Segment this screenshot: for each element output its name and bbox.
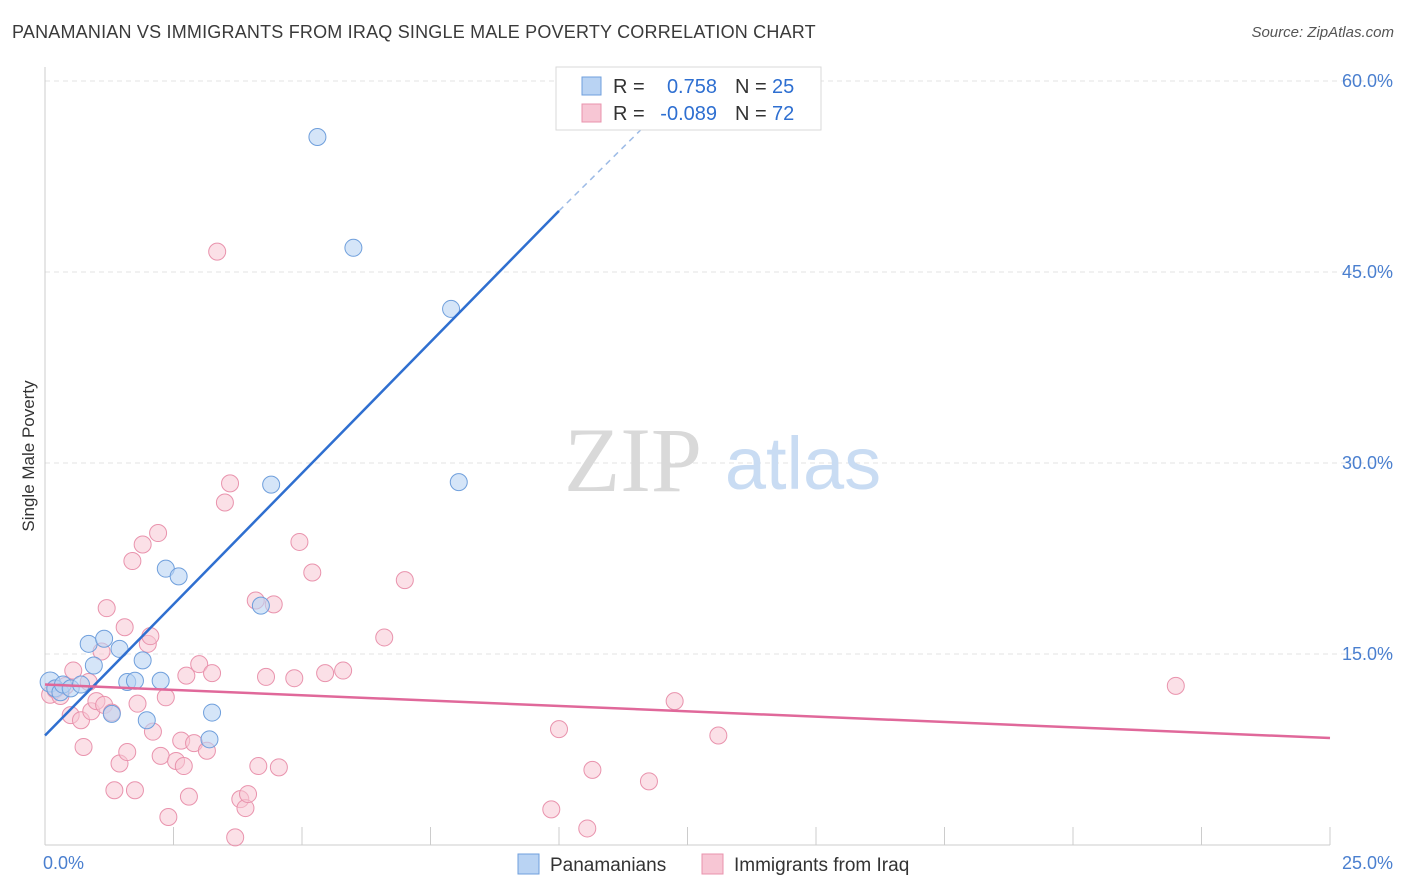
iraq-point: [125, 781, 144, 800]
iraq-point: [133, 535, 152, 554]
iraq-point: [709, 726, 728, 745]
legend-n-label-2: N =: [735, 103, 767, 125]
iraq-point: [395, 571, 414, 590]
legend-bottom-swatch-pink: [701, 853, 724, 875]
panamanian-point: [449, 473, 468, 492]
iraq-point: [239, 785, 258, 804]
iraq-point: [269, 758, 288, 777]
iraq-point: [179, 787, 198, 806]
legend-r-value-2: -0.089: [660, 103, 717, 125]
panamanian-point: [308, 128, 327, 147]
panamanian-point: [110, 639, 129, 658]
axes: [44, 67, 1331, 846]
iraq-point: [375, 628, 394, 647]
gridlines: [45, 80, 1395, 655]
iraq-point: [97, 599, 116, 618]
panamanian-point: [102, 704, 121, 723]
watermark-atlas: atlas: [725, 422, 881, 505]
iraq-point: [159, 807, 178, 826]
iraq-point: [583, 760, 602, 779]
iraq-point: [334, 661, 353, 680]
iraq-point: [177, 666, 196, 685]
panamanian-point: [203, 703, 222, 722]
iraq-point: [290, 532, 309, 551]
iraq-point: [665, 692, 684, 711]
x-tick-min: 0.0%: [43, 853, 84, 873]
panamanian-point: [251, 596, 270, 615]
y-tick-label: 45.0%: [1342, 262, 1393, 282]
watermark-zip: ZIP: [564, 409, 702, 511]
panamanian-point: [95, 629, 114, 648]
iraq-trendline: [44, 683, 1331, 740]
iraq-point: [208, 242, 227, 261]
y-tick-labels: 15.0% 30.0% 45.0% 60.0%: [1342, 71, 1393, 664]
legend-bottom-label-1: Panamanians: [550, 855, 666, 876]
iraq-point: [64, 661, 83, 680]
iraq-point: [151, 746, 170, 765]
iraq-point: [190, 655, 209, 674]
legend-r-label-1: R =: [613, 76, 645, 98]
panamanian-point: [169, 567, 188, 586]
iraq-point: [174, 757, 193, 776]
iraq-point: [105, 781, 124, 800]
panamanian-point: [133, 651, 152, 670]
iraq-series-points: [41, 242, 1185, 847]
iraq-point: [123, 552, 142, 571]
iraq-point: [578, 819, 597, 838]
y-tick-label: 15.0%: [1342, 644, 1393, 664]
panamanian-point: [442, 299, 461, 318]
legend-top: R = 0.758 N = 25 R = -0.089 N = 72: [555, 66, 822, 131]
chart-title: PANAMANIAN VS IMMIGRANTS FROM IRAQ SINGL…: [12, 22, 816, 42]
iraq-point: [203, 664, 222, 683]
panamanian-trendline: [44, 210, 560, 737]
x-tick-max: 25.0%: [1342, 853, 1393, 873]
panamanian-point: [125, 671, 144, 690]
iraq-point: [542, 800, 561, 819]
legend-r-value-1: 0.758: [667, 76, 717, 98]
iraq-point: [257, 667, 276, 686]
iraq-point: [141, 627, 160, 646]
panamanian-point: [262, 475, 281, 494]
iraq-point: [115, 618, 134, 637]
iraq-point: [118, 743, 137, 762]
iraq-point: [316, 664, 335, 683]
iraq-point: [285, 669, 304, 688]
y-tick-label: 30.0%: [1342, 453, 1393, 473]
panamanian-series-points: [39, 128, 468, 749]
iraq-point: [74, 737, 93, 756]
iraq-point: [550, 720, 568, 739]
iraq-point: [215, 493, 234, 512]
y-axis-title: Single Male Poverty: [19, 380, 38, 532]
panamanian-point: [137, 711, 156, 730]
panamanian-point: [151, 671, 170, 690]
legend-swatch-blue: [581, 76, 602, 96]
iraq-point: [156, 688, 175, 707]
source-label: Source: ZipAtlas.com: [1251, 24, 1394, 41]
legend-bottom-label-2: Immigrants from Iraq: [734, 855, 909, 876]
iraq-point: [249, 757, 268, 776]
iraq-point: [226, 828, 245, 847]
legend-bottom-swatch-blue: [517, 853, 540, 875]
iraq-point: [221, 474, 240, 493]
legend-bottom: Panamanians Immigrants from Iraq: [517, 853, 909, 876]
iraq-point: [303, 563, 322, 582]
iraq-point: [639, 772, 658, 791]
iraq-point: [1166, 676, 1185, 695]
y-tick-label: 60.0%: [1342, 71, 1393, 91]
legend-n-value-2: 72: [772, 103, 794, 125]
legend-swatch-pink: [581, 103, 602, 123]
panamanian-trendline-extension: [558, 118, 653, 212]
panamanian-point: [200, 730, 219, 749]
panamanian-point: [84, 656, 103, 675]
legend-n-label-1: N =: [735, 76, 767, 98]
iraq-point: [128, 694, 147, 713]
trendlines: [44, 118, 1331, 740]
panamanian-point: [344, 238, 363, 257]
legend-r-label-2: R =: [613, 103, 645, 125]
panamanian-point: [79, 634, 98, 653]
iraq-point: [149, 524, 168, 543]
legend-n-value-1: 25: [772, 76, 794, 98]
